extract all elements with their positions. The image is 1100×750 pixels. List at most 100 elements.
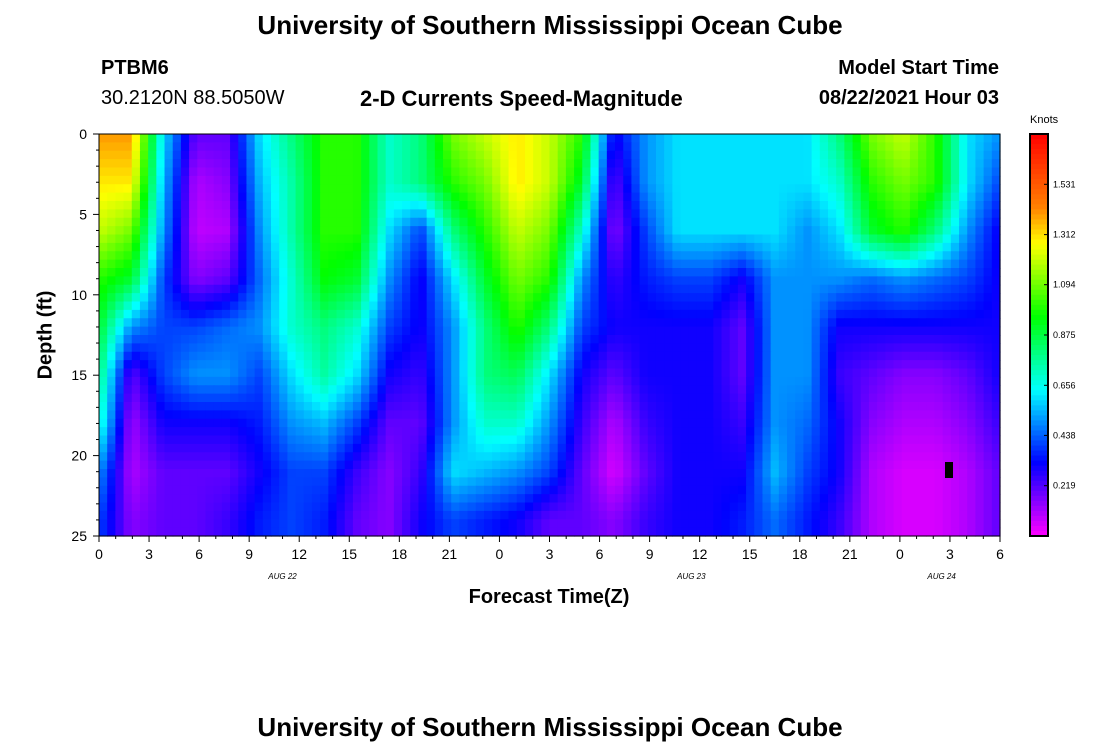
heatmap-cell: [713, 301, 723, 311]
heatmap-cell: [271, 242, 280, 252]
heatmap-cell: [590, 368, 600, 378]
heatmap-cell: [197, 469, 207, 478]
heatmap-cell: [672, 284, 682, 294]
heatmap-cell: [426, 150, 436, 160]
heatmap-cell: [467, 376, 477, 386]
heatmap-cell: [131, 175, 141, 185]
heatmap-cell: [950, 192, 960, 202]
heatmap-cell: [950, 259, 960, 269]
heatmap-cell: [959, 301, 968, 311]
heatmap-cell: [377, 217, 387, 227]
heatmap-cell: [852, 335, 862, 344]
heatmap-cell: [328, 510, 338, 520]
heatmap-cell: [582, 201, 592, 210]
heatmap-cell: [443, 226, 452, 236]
heatmap-cell: [647, 134, 657, 143]
heatmap-cell: [500, 276, 510, 286]
heatmap-cell: [180, 167, 190, 177]
heatmap-cell: [508, 150, 518, 160]
heatmap-cell: [262, 192, 272, 202]
heatmap-cell: [672, 150, 682, 160]
heatmap-cell: [279, 477, 288, 487]
heatmap-cell: [844, 192, 854, 202]
heatmap-cell: [983, 192, 993, 202]
heatmap-cell: [213, 293, 223, 303]
heatmap-cell: [492, 209, 501, 219]
heatmap-cell: [139, 368, 149, 378]
heatmap-cell: [320, 510, 329, 520]
heatmap-cell: [959, 393, 968, 403]
heatmap-cell: [746, 134, 755, 143]
heatmap-cell: [254, 485, 264, 495]
heatmap-cell: [99, 209, 108, 219]
heatmap-cell: [819, 201, 829, 210]
heatmap-cell: [99, 368, 108, 378]
heatmap-cell: [148, 393, 157, 403]
heatmap-cell: [189, 284, 198, 294]
heatmap-cell: [639, 293, 649, 303]
heatmap-cell: [967, 293, 977, 303]
heatmap-cell: [410, 485, 420, 495]
heatmap-cell: [139, 360, 149, 370]
heatmap-cell: [918, 234, 927, 244]
heatmap-cell: [893, 259, 903, 269]
heatmap-cell: [402, 268, 411, 277]
heatmap-cell: [254, 293, 264, 303]
heatmap-cell: [606, 435, 616, 445]
heatmap-cell: [836, 410, 845, 420]
heatmap-cell: [803, 268, 813, 277]
heatmap-cell: [655, 175, 665, 185]
heatmap-cell: [418, 351, 428, 361]
heatmap-cell: [549, 326, 559, 336]
heatmap-cell: [746, 201, 755, 210]
heatmap-cell: [385, 226, 395, 236]
heatmap-cell: [205, 418, 215, 428]
heatmap-cell: [524, 134, 534, 143]
heatmap-cell: [459, 226, 469, 236]
heatmap-cell: [909, 402, 919, 411]
heatmap-cell: [770, 259, 780, 269]
heatmap-cell: [664, 485, 673, 495]
heatmap-cell: [361, 502, 370, 512]
heatmap-cell: [230, 192, 239, 202]
heatmap-cell: [803, 351, 813, 361]
heatmap-cell: [983, 410, 993, 420]
heatmap-cell: [172, 184, 182, 194]
heatmap-cell: [107, 402, 116, 411]
heatmap-cell: [344, 418, 354, 428]
heatmap-cell: [770, 226, 780, 236]
heatmap-cell: [541, 259, 551, 269]
heatmap-cell: [574, 284, 583, 294]
heatmap-cell: [475, 192, 485, 202]
heatmap-cell: [451, 134, 460, 143]
heatmap-cell: [500, 452, 510, 462]
heatmap-cell: [328, 343, 338, 353]
heatmap-cell: [492, 343, 501, 353]
heatmap-cell: [123, 460, 133, 470]
heatmap-cell: [205, 293, 215, 303]
heatmap-cell: [762, 435, 772, 445]
heatmap-cell: [909, 335, 919, 344]
heatmap-cell: [959, 452, 968, 462]
heatmap-cell: [918, 184, 927, 194]
heatmap-cell: [729, 443, 739, 453]
heatmap-cell: [336, 502, 346, 512]
heatmap-cell: [180, 159, 190, 169]
heatmap-cell: [344, 184, 354, 194]
heatmap-cell: [172, 192, 182, 202]
heatmap-cell: [623, 276, 633, 286]
heatmap-cell: [778, 309, 788, 319]
heatmap-cell: [287, 134, 297, 143]
heatmap-cell: [230, 201, 239, 210]
heatmap-cell: [713, 242, 723, 252]
heatmap-cell: [369, 469, 379, 478]
heatmap-cell: [557, 242, 567, 252]
heatmap-cell: [303, 427, 313, 437]
heatmap-cell: [713, 226, 723, 236]
heatmap-cell: [557, 159, 567, 169]
heatmap-cell: [492, 192, 501, 202]
heatmap-cell: [574, 427, 583, 437]
heatmap-cell: [918, 494, 927, 504]
heatmap-cell: [901, 335, 911, 344]
heatmap-cell: [836, 360, 845, 370]
